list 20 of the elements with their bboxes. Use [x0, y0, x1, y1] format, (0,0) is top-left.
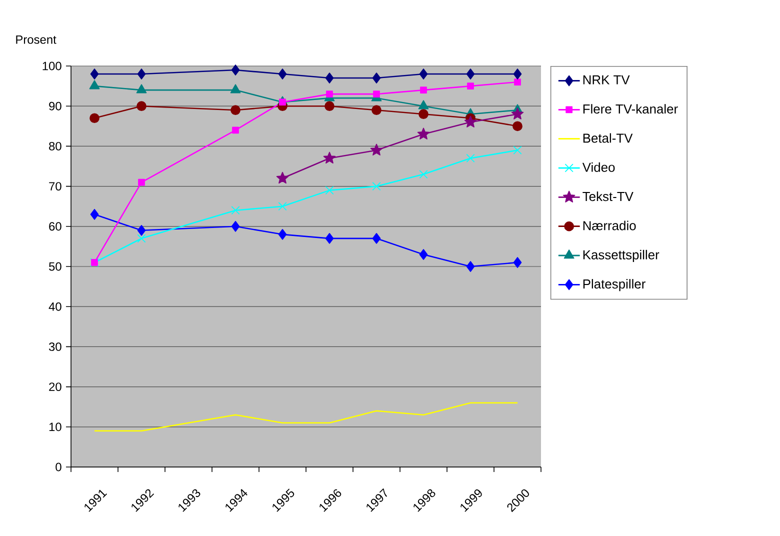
y-tick-label: 50	[49, 262, 62, 271]
legend-label: Tekst-TV	[582, 192, 634, 202]
y-tick-label: 10	[49, 422, 62, 432]
legend-label: Nærradio	[583, 220, 636, 230]
y-tick-label: 20	[49, 382, 62, 392]
y-axis-title: Prosent	[16, 35, 56, 44]
legend-label: Betal-TV	[583, 133, 633, 143]
legend-label: Platespiller	[583, 279, 646, 292]
y-tick-label: 90	[49, 102, 62, 110]
legend-label: Flere TV-kanaler	[583, 104, 678, 114]
y-tick-label: 80	[49, 142, 62, 150]
y-tick-label: 30	[48, 342, 62, 351]
legend-label: Kassettspiller	[583, 250, 660, 262]
y-tick-label: 60	[49, 222, 62, 231]
legend-label: Video	[582, 162, 615, 172]
y-tick-label: 100	[42, 62, 62, 70]
y-tick-label: 0	[56, 462, 62, 472]
y-tick-label: 70	[49, 182, 62, 191]
legend-label: NRK TV	[583, 75, 630, 84]
y-tick-label: 40	[48, 302, 62, 311]
